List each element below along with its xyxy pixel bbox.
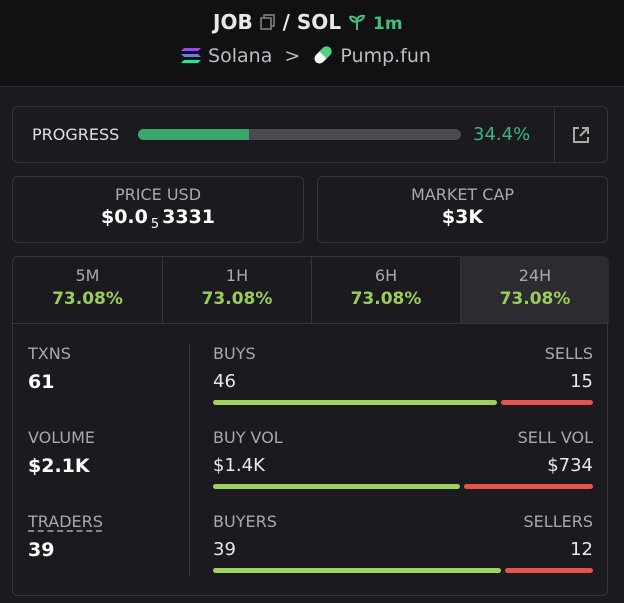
sell-bar	[500, 400, 593, 405]
copy-icon[interactable]	[259, 14, 276, 30]
tab-change: 73.08%	[52, 289, 123, 309]
tab-change: 73.08%	[499, 289, 571, 309]
price-zero-count: 5	[150, 216, 160, 232]
tab-period: 5M	[75, 266, 100, 285]
tab-change: 73.08%	[201, 289, 273, 309]
progress-percent: 34.4%	[473, 124, 531, 145]
quote-token: SOL	[296, 10, 342, 34]
sell-label: SELLERS	[523, 512, 593, 531]
sell-value: 12	[570, 539, 593, 560]
buy-label: BUY VOL	[213, 428, 283, 447]
buy-bar	[213, 484, 460, 489]
sell-bar	[463, 484, 593, 489]
stat-value: $2.1K	[28, 455, 90, 477]
progress-fill	[138, 129, 250, 140]
progress-track	[138, 129, 461, 140]
sell-label: SELL VOL	[517, 428, 593, 447]
sprout-icon	[348, 14, 366, 30]
pill-icon	[314, 46, 332, 64]
header: JOB / SOL 1m Solana > Pump.fun	[0, 0, 624, 87]
tab-period: 24H	[518, 266, 552, 285]
solana-icon	[181, 48, 201, 63]
tab-period: 6H	[374, 266, 398, 285]
buy-label: BUYS	[213, 344, 256, 363]
sell-value: $734	[547, 455, 593, 476]
progress-label: PROGRESS	[32, 125, 120, 144]
stat-value: 61	[28, 371, 55, 393]
breadcrumb-arrow: >	[284, 45, 301, 67]
market-cap-value: $3K	[441, 206, 484, 228]
buy-value: $1.4K	[213, 455, 265, 476]
buy-value: 46	[213, 371, 236, 392]
buy-value: 39	[213, 539, 236, 560]
price-prefix: $0.0	[100, 206, 148, 228]
platform-name[interactable]: Pump.fun	[340, 45, 431, 67]
buy-bar	[213, 400, 497, 405]
period-tab[interactable]: 6H 73.08%	[311, 256, 460, 323]
stat-label: VOLUME	[28, 428, 95, 447]
stats-card	[12, 256, 608, 596]
price-value: $0.0 5 3331	[13, 206, 303, 232]
stat-label: TXNS	[28, 344, 71, 363]
period-tab[interactable]: 24H 73.08%	[460, 256, 609, 323]
price-digits: 3331	[162, 206, 216, 228]
pair-age: 1m	[373, 14, 403, 34]
progress-card: PROGRESS 34.4%	[12, 106, 608, 163]
tab-period: 1H	[225, 266, 249, 285]
pair-separator: /	[282, 10, 290, 34]
chain-name[interactable]: Solana	[208, 45, 273, 67]
sell-value: 15	[570, 371, 593, 392]
external-link[interactable]	[571, 125, 591, 145]
buy-bar	[213, 568, 501, 573]
period-tab[interactable]: 5M 73.08%	[13, 256, 162, 323]
sell-label: SELLS	[544, 344, 593, 363]
price-card: PRICE USD $0.0 5 3331	[12, 176, 304, 243]
market-cap-card: MARKET CAP $3K	[317, 176, 608, 243]
period-tab[interactable]: 1H 73.08%	[162, 256, 311, 323]
sell-bar	[504, 568, 593, 573]
base-token: JOB	[213, 10, 253, 34]
buy-label: BUYERS	[213, 512, 277, 531]
tab-change: 73.08%	[350, 289, 422, 309]
price-label: PRICE USD	[114, 185, 202, 204]
stat-label[interactable]: TRADERS	[28, 512, 103, 531]
market-cap-label: MARKET CAP	[410, 185, 515, 204]
stat-value: 39	[28, 539, 55, 561]
